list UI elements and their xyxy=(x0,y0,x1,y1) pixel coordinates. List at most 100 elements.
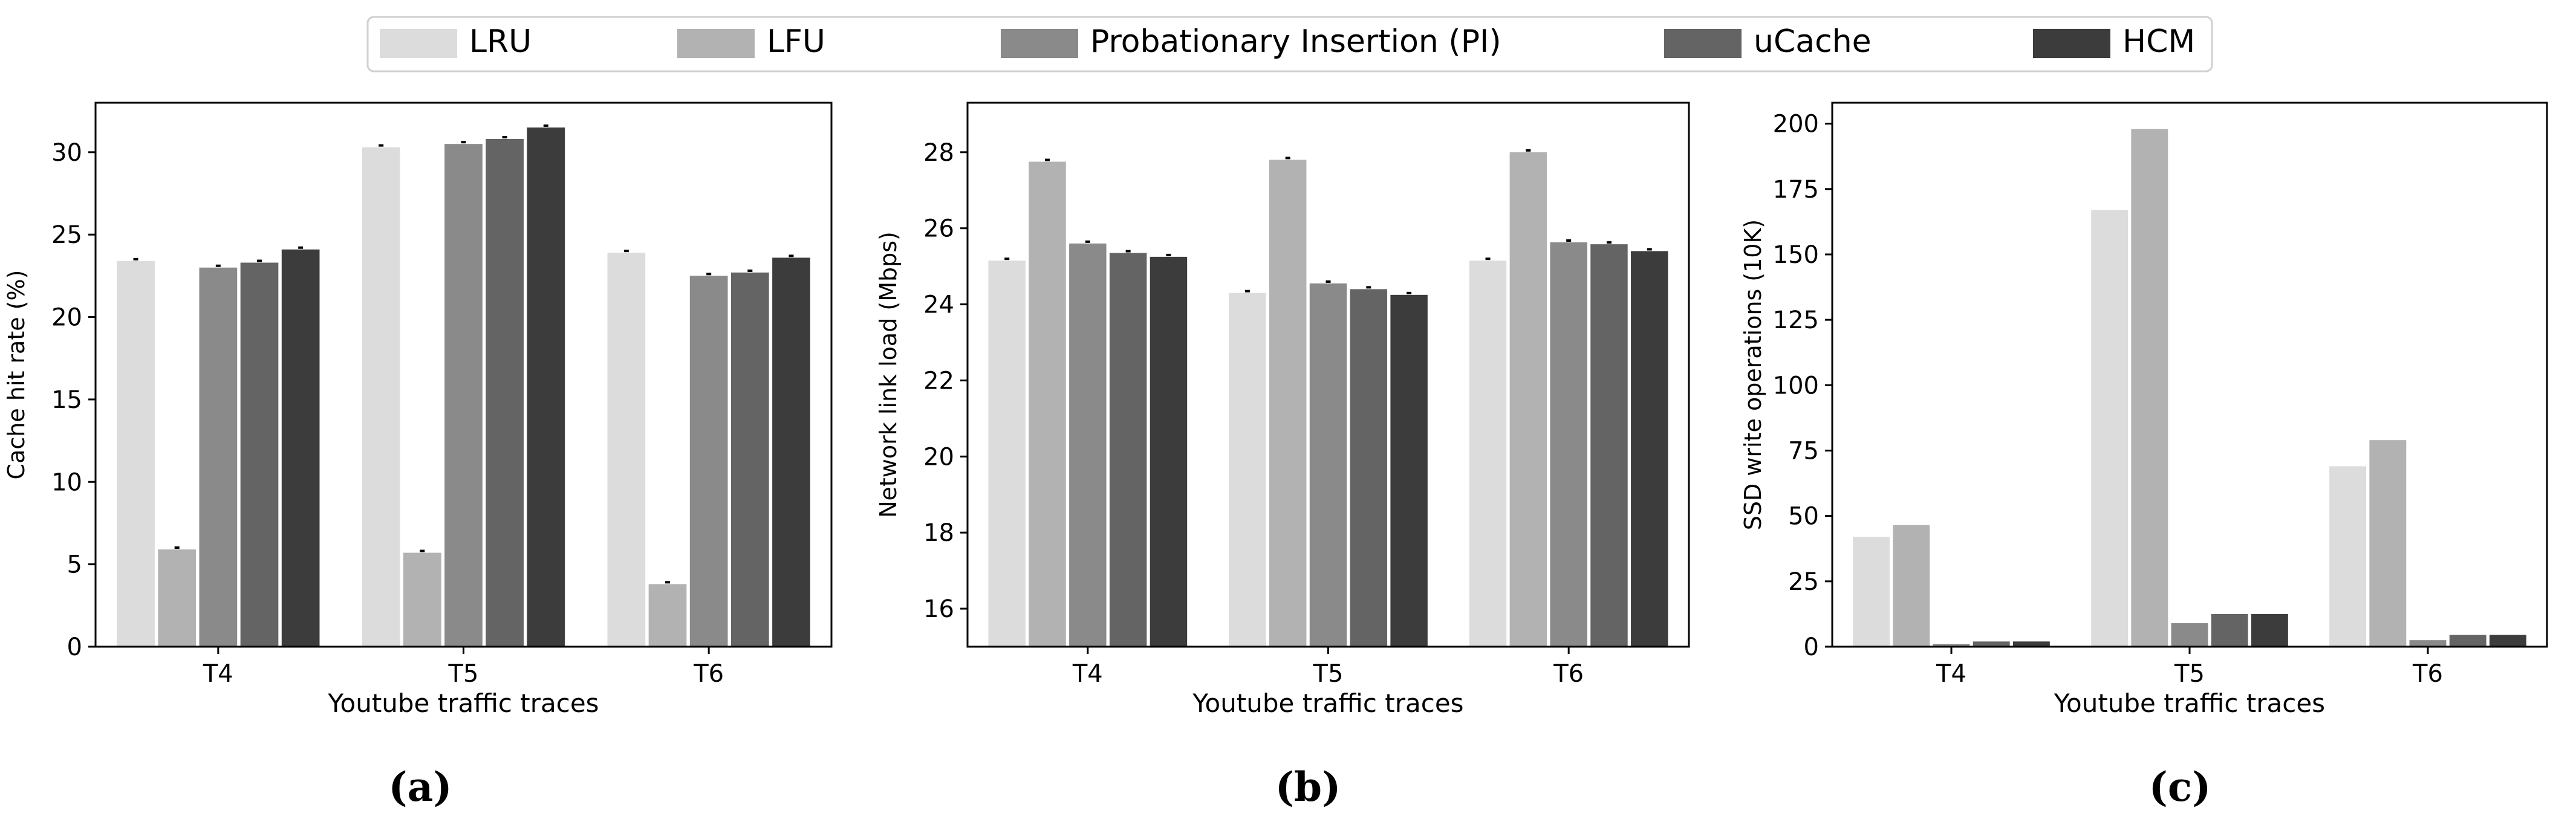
bar xyxy=(199,267,238,647)
bar xyxy=(1509,152,1547,647)
x-tick-label: T5 xyxy=(448,660,479,688)
bar xyxy=(281,249,320,647)
bar xyxy=(1973,641,2010,647)
bar xyxy=(730,272,769,647)
legend: LRU LFU Probationary Insertion (PI) uCache H… xyxy=(366,16,2213,73)
bar xyxy=(772,257,810,647)
y-tick-label: 20 xyxy=(51,304,82,332)
bar xyxy=(2369,440,2407,647)
x-tick-label: T4 xyxy=(1072,660,1103,688)
y-tick-label: 100 xyxy=(1773,372,1819,400)
bar xyxy=(988,260,1026,647)
y-axis-label: SSD write operations (10K) xyxy=(1740,219,1766,530)
chart-panel-3: T4 T5 T6 0 25 50 75 100 125 150 175 200 Youtube traf… xyxy=(1740,102,2548,810)
bars xyxy=(1853,129,2526,647)
bar xyxy=(2489,635,2526,647)
bar xyxy=(2449,635,2487,647)
bar xyxy=(117,260,155,647)
y-tick-label: 75 xyxy=(1788,437,1819,465)
y-tick-label: 200 xyxy=(1773,111,1819,138)
x-tick-label: T5 xyxy=(2174,660,2205,688)
bar xyxy=(1309,283,1347,647)
bar xyxy=(1631,251,1668,647)
chart-panel-1: T4 T5 T6 0 5 10 15 20 25 30 Youtube traffic traces… xyxy=(3,102,833,810)
y-tick-label: 15 xyxy=(51,386,82,414)
legend-swatch xyxy=(1001,29,1078,58)
x-tick-label: T4 xyxy=(1936,660,1966,688)
bar xyxy=(1469,260,1507,647)
bar xyxy=(444,144,483,647)
bar xyxy=(2251,613,2288,647)
bar xyxy=(1269,160,1307,647)
legend-frame xyxy=(366,16,2213,73)
y-tick-label: 16 xyxy=(923,595,954,623)
legend-swatch xyxy=(1664,29,1742,58)
bar xyxy=(1550,242,1587,647)
x-axis-label: Youtube traffic traces xyxy=(2054,688,2325,718)
y-tick-label: 26 xyxy=(923,215,954,243)
bar xyxy=(2171,623,2208,647)
bar xyxy=(1933,644,1970,647)
y-tick-label: 125 xyxy=(1773,306,1819,334)
bar xyxy=(2409,640,2447,647)
bar xyxy=(2329,466,2367,647)
y-tick-label: 150 xyxy=(1773,241,1819,269)
bar xyxy=(689,276,728,647)
bar xyxy=(158,549,197,647)
bar xyxy=(2012,641,2050,647)
bars xyxy=(988,149,1668,647)
x-tick-label: T4 xyxy=(203,660,233,688)
panel-caption: (b) xyxy=(1275,763,1341,810)
y-tick-label: 50 xyxy=(1788,503,1819,531)
legend-label: LRU xyxy=(469,24,532,60)
bar xyxy=(1069,243,1107,647)
y-tick-label: 10 xyxy=(51,468,82,496)
y-tick-label: 175 xyxy=(1773,176,1819,204)
bar xyxy=(1029,161,1066,647)
bar xyxy=(1853,537,1890,647)
y-axis-label: Cache hit rate (%) xyxy=(3,270,30,480)
bar xyxy=(527,127,565,647)
legend-label: HCM xyxy=(2122,24,2195,60)
y-axis-label: Network link load (Mbps) xyxy=(875,231,902,518)
bar xyxy=(362,147,400,647)
panel-caption: (c) xyxy=(2149,763,2211,810)
x-tick-label: T6 xyxy=(1553,660,1584,688)
bar xyxy=(486,139,524,647)
x-axis-label: Youtube traffic traces xyxy=(327,688,599,718)
legend-item-3: uCache xyxy=(1664,24,1872,60)
bar xyxy=(1150,256,1188,647)
bars xyxy=(117,124,810,647)
x-tick-label: T6 xyxy=(693,660,724,688)
bar xyxy=(2131,129,2168,647)
legend-label: Probationary Insertion (PI) xyxy=(1090,24,1501,60)
bar xyxy=(403,552,441,647)
x-tick-label: T5 xyxy=(1313,660,1344,688)
bar xyxy=(1590,244,1628,647)
y-tick-label: 28 xyxy=(923,139,954,167)
bar xyxy=(648,584,687,647)
bar xyxy=(607,253,646,647)
legend-item-0: LRU xyxy=(380,24,532,60)
legend-swatch xyxy=(380,29,457,58)
y-tick-label: 18 xyxy=(923,519,954,547)
y-tick-label: 24 xyxy=(923,291,954,319)
legend-label: LFU xyxy=(767,24,825,60)
bar xyxy=(1350,289,1388,647)
bar xyxy=(1893,525,1930,647)
bar xyxy=(1390,294,1428,647)
x-tick-label: T6 xyxy=(2412,660,2443,688)
y-tick-label: 25 xyxy=(51,221,82,249)
panel-caption: (a) xyxy=(388,763,452,810)
y-tick-label: 5 xyxy=(67,551,82,579)
plot-frame xyxy=(1831,102,2548,648)
y-tick-label: 20 xyxy=(923,443,954,471)
x-axis-label: Youtube traffic traces xyxy=(1192,688,1463,718)
y-tick-label: 25 xyxy=(1788,568,1819,596)
bar xyxy=(2091,210,2129,647)
bar xyxy=(240,262,279,647)
legend-swatch xyxy=(2033,29,2110,58)
y-tick-label: 30 xyxy=(51,139,82,167)
bar xyxy=(1109,253,1147,647)
